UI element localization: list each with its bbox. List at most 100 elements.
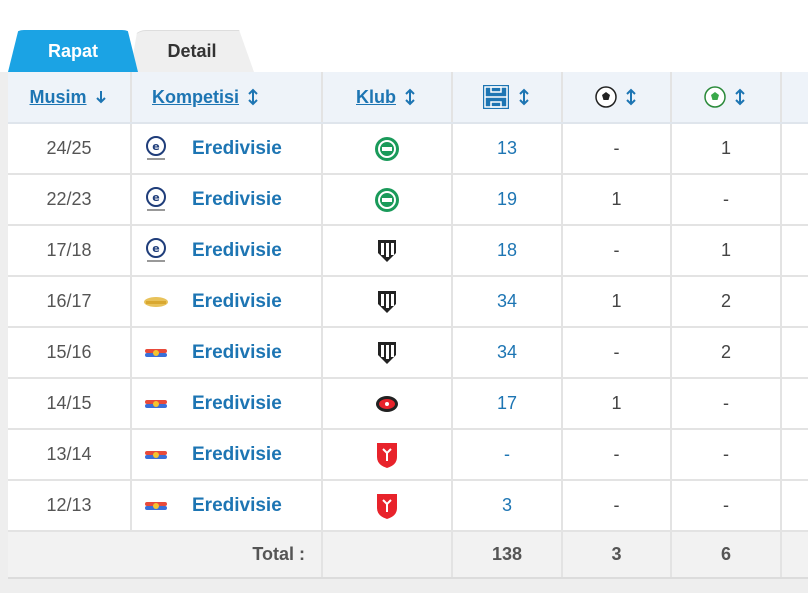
competition-link[interactable]: Eredivisie <box>192 290 282 312</box>
competition-link[interactable]: Eredivisie <box>192 494 282 516</box>
club-logo-icon[interactable] <box>372 389 402 419</box>
appearances-link[interactable]: - <box>504 444 510 464</box>
total-label: Total : <box>8 532 323 577</box>
club-logo-icon[interactable] <box>372 338 402 368</box>
ball-icon <box>594 86 617 108</box>
competition-cell: Eredivisie <box>132 481 323 530</box>
appearances-cell: 34 <box>453 277 563 326</box>
sort-icon <box>248 88 258 106</box>
assists-cell: - <box>672 379 782 428</box>
competition-logo-icon[interactable] <box>142 441 170 469</box>
svg-text:e: e <box>152 191 159 204</box>
appearances-link[interactable]: 17 <box>496 393 518 413</box>
competition-cell: Eredivisie <box>132 277 323 326</box>
assists-cell: - <box>672 430 782 479</box>
appearances-link[interactable]: 3 <box>501 495 512 515</box>
appearances-link[interactable]: 34 <box>496 291 518 311</box>
svg-text:e: e <box>152 140 159 153</box>
competition-logo-icon[interactable]: e <box>142 135 170 163</box>
club-cell <box>323 124 453 173</box>
club-cell <box>323 430 453 479</box>
sort-icon <box>735 88 745 106</box>
club-logo-icon[interactable] <box>372 491 402 521</box>
appearances-link[interactable]: 34 <box>496 342 518 362</box>
competition-logo-icon[interactable]: e <box>142 237 170 265</box>
sort-competition-header[interactable]: Kompetisi <box>152 87 261 108</box>
sort-club-header[interactable]: Klub <box>356 87 418 108</box>
competition-cell: Eredivisie <box>132 328 323 377</box>
table-row: 14/15 Eredivisie 17 1- <box>8 379 808 430</box>
club-logo-icon[interactable] <box>372 440 402 470</box>
club-cell <box>323 277 453 326</box>
appearances-link[interactable]: 18 <box>496 240 518 260</box>
appearances-cell: - <box>453 430 563 479</box>
appearances-cell: 13 <box>453 124 563 173</box>
table-row: 22/23 e Eredivisie 19 1- <box>8 175 808 226</box>
assist-ball-icon <box>704 86 726 108</box>
competition-link[interactable]: Eredivisie <box>192 188 282 210</box>
appearances-link[interactable]: 19 <box>496 189 518 209</box>
goals-cell: - <box>563 226 672 275</box>
assists-cell: 1 <box>672 226 782 275</box>
total-overflow-cell <box>782 532 808 577</box>
svg-text:e: e <box>152 242 159 255</box>
competition-link[interactable]: Eredivisie <box>192 137 282 159</box>
overflow-cell <box>782 175 808 224</box>
overflow-cell <box>782 379 808 428</box>
competition-link[interactable]: Eredivisie <box>192 392 282 414</box>
club-logo-icon[interactable] <box>372 236 402 266</box>
table-row: 15/16 Eredivisie 34 -2 <box>8 328 808 379</box>
competition-link[interactable]: Eredivisie <box>192 341 282 363</box>
competition-logo-icon[interactable] <box>142 390 170 418</box>
club-cell <box>323 379 453 428</box>
assists-cell: - <box>672 481 782 530</box>
sort-season-header[interactable]: Musim <box>29 87 108 108</box>
table-row: 16/17 Eredivisie 34 1 2 <box>8 277 808 328</box>
appearances-link[interactable]: 13 <box>496 138 518 158</box>
club-logo-icon[interactable] <box>372 185 402 215</box>
appearances-cell: 17 <box>453 379 563 428</box>
sort-icon <box>405 88 415 106</box>
total-appearances: 138 <box>453 532 563 577</box>
tab-bar: Detail Rapat <box>0 0 808 72</box>
sort-icon <box>519 88 529 106</box>
competition-logo-icon[interactable] <box>142 492 170 520</box>
club-logo-icon[interactable] <box>372 134 402 164</box>
club-cell <box>323 481 453 530</box>
overflow-cell <box>782 481 808 530</box>
season-cell: 22/23 <box>8 175 132 224</box>
competition-logo-icon[interactable] <box>142 288 170 316</box>
appearances-cell: 3 <box>453 481 563 530</box>
competition-cell: e Eredivisie <box>132 124 323 173</box>
club-cell <box>323 328 453 377</box>
competition-logo-icon[interactable] <box>142 339 170 367</box>
competition-cell: e Eredivisie <box>132 175 323 224</box>
tab-detail[interactable]: Detail <box>130 30 254 72</box>
competition-link[interactable]: Eredivisie <box>192 443 282 465</box>
table-row: 13/14 Eredivisie - - - <box>8 430 808 481</box>
overflow-cell <box>782 277 808 326</box>
competition-logo-icon[interactable]: e <box>142 186 170 214</box>
assists-cell: 2 <box>672 328 782 377</box>
appearances-cell: 19 <box>453 175 563 224</box>
performance-table: Musim Kompetisi Klub 24/25 e Eredivisie 13-… <box>8 72 808 579</box>
club-logo-icon[interactable] <box>372 287 402 317</box>
tab-rapat[interactable]: Rapat <box>8 30 138 72</box>
overflow-cell <box>782 226 808 275</box>
assists-cell: 2 <box>672 277 782 326</box>
season-cell: 15/16 <box>8 328 132 377</box>
total-assists: 6 <box>672 532 782 577</box>
sort-appearances-header[interactable] <box>482 84 532 110</box>
club-header-label: Klub <box>356 86 396 107</box>
club-cell <box>323 226 453 275</box>
total-club-cell <box>323 532 453 577</box>
sort-assists-header[interactable] <box>704 86 748 108</box>
tab-detail-label: Detail <box>167 41 217 61</box>
goals-cell: - <box>563 481 672 530</box>
sort-goals-header[interactable] <box>594 86 639 108</box>
competition-header-label: Kompetisi <box>152 86 240 107</box>
assists-cell: - <box>672 175 782 224</box>
table-header: Musim Kompetisi Klub <box>8 72 808 124</box>
season-cell: 17/18 <box>8 226 132 275</box>
competition-link[interactable]: Eredivisie <box>192 239 282 261</box>
